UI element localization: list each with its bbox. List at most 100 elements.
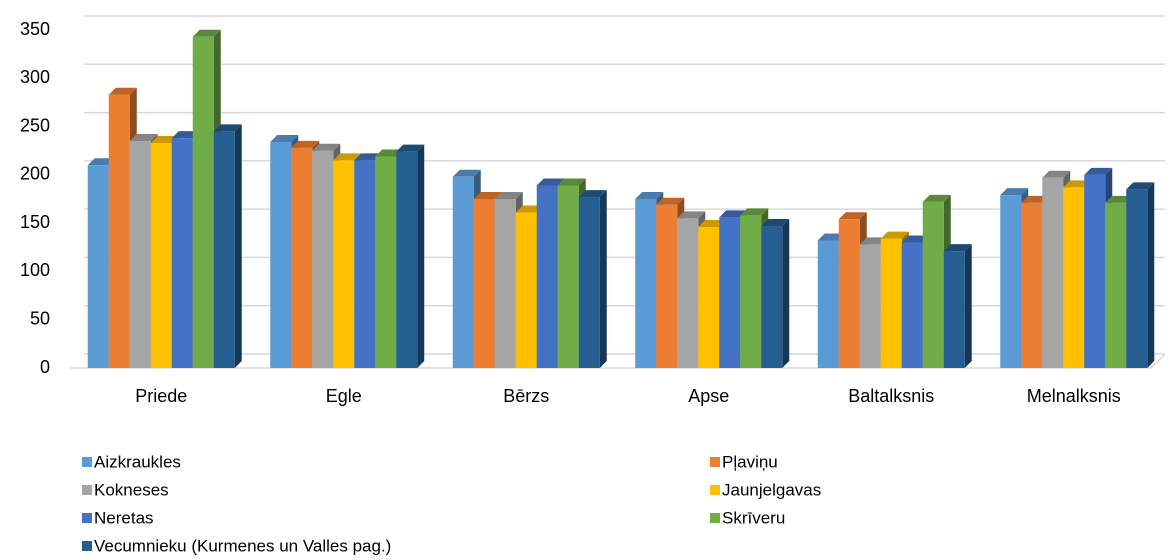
bar-top <box>270 135 299 143</box>
bar-top <box>129 134 158 142</box>
legend-label: Neretas <box>94 508 154 527</box>
bar <box>880 238 902 368</box>
x-tick-label: Egle <box>326 386 362 406</box>
bar <box>129 141 151 368</box>
bar <box>1021 202 1043 368</box>
bar <box>333 160 355 368</box>
x-tick-label: Baltalksnis <box>848 386 934 406</box>
bar <box>213 131 235 368</box>
y-tick-label: 50 <box>30 308 50 328</box>
bar <box>452 176 474 368</box>
y-tick-label: 300 <box>20 67 50 87</box>
bar-top <box>108 87 137 95</box>
bar <box>740 215 762 368</box>
bar-top <box>192 29 221 37</box>
bar-top <box>312 143 341 151</box>
bar <box>473 199 495 368</box>
bar <box>515 212 537 368</box>
bar <box>838 219 860 368</box>
legend-swatch <box>82 457 92 467</box>
bar-side <box>599 190 607 368</box>
bar-side <box>417 144 425 368</box>
bar <box>108 94 130 369</box>
legend-swatch <box>710 485 720 495</box>
floor-side <box>1150 353 1166 369</box>
bar <box>192 36 214 368</box>
bar-top <box>494 192 523 199</box>
legend-swatch <box>710 513 720 523</box>
bar <box>761 226 783 368</box>
bar <box>677 218 699 368</box>
y-tick-label: 200 <box>20 164 50 184</box>
bar-top <box>635 192 664 199</box>
bar <box>1084 174 1106 368</box>
bar-top <box>536 178 565 186</box>
bar-top <box>880 231 909 239</box>
bar <box>312 150 334 368</box>
legend-swatch <box>82 485 92 495</box>
bar <box>536 185 558 368</box>
y-tick-label: 0 <box>40 357 50 377</box>
legend-label: Vecumnieku (Kurmenes un Valles pag.) <box>94 536 391 555</box>
bar <box>270 142 292 368</box>
bar <box>494 199 516 368</box>
x-tick-label: Apse <box>688 386 729 406</box>
bar-top <box>740 208 769 216</box>
legend: Aizkraukles Pļaviņu Kokneses Jaunjelgavas Ne… <box>82 452 821 555</box>
bar <box>578 197 600 368</box>
x-tick-label: Melnalksnis <box>1027 386 1121 406</box>
bar <box>87 165 109 368</box>
bar <box>901 242 923 368</box>
bar <box>817 240 839 368</box>
bar <box>1063 187 1085 368</box>
bar-side <box>1147 182 1155 368</box>
legend-swatch <box>82 513 92 523</box>
bar-top <box>396 144 425 152</box>
bar <box>354 160 376 368</box>
bar <box>1105 202 1127 368</box>
bar-top <box>1126 182 1155 190</box>
bar-top <box>656 197 685 205</box>
bar-top <box>557 178 586 186</box>
bar-top <box>677 211 706 219</box>
bar-side <box>234 124 242 369</box>
legend-label: Jaunjelgavas <box>722 480 821 499</box>
bar <box>859 244 881 368</box>
legend-label: Aizkraukles <box>94 452 181 471</box>
bar <box>635 199 657 368</box>
bar <box>1000 195 1022 368</box>
bar <box>171 138 193 368</box>
legend-swatch <box>82 541 92 551</box>
legend-swatch <box>710 457 720 467</box>
bar <box>375 156 397 368</box>
bar-top <box>922 194 951 202</box>
bar-top <box>1042 170 1071 178</box>
x-tick-label: Bērzs <box>503 386 549 406</box>
bar <box>698 227 720 368</box>
bar <box>1042 177 1064 368</box>
bar-top <box>473 192 502 199</box>
legend-label: Skrīveru <box>722 508 785 527</box>
bar <box>656 204 678 368</box>
bar-top <box>291 140 320 148</box>
x-tick-label: Priede <box>135 386 187 406</box>
bar <box>719 217 741 368</box>
bar-top <box>943 244 972 252</box>
bar-side <box>964 244 972 368</box>
bar <box>150 142 172 368</box>
bar <box>291 147 313 368</box>
bar-top <box>761 219 790 227</box>
bar <box>943 251 965 368</box>
legend-label: Kokneses <box>94 480 169 499</box>
bar <box>1126 189 1148 368</box>
bar-side <box>782 219 790 368</box>
bar <box>396 151 418 368</box>
bar-top <box>213 124 242 132</box>
y-tick-label: 250 <box>20 115 50 135</box>
bar-top <box>1084 167 1113 175</box>
legend-label: Pļaviņu <box>722 452 778 471</box>
y-tick-label: 150 <box>20 212 50 232</box>
bar-top <box>1000 188 1029 196</box>
bar <box>922 201 944 368</box>
